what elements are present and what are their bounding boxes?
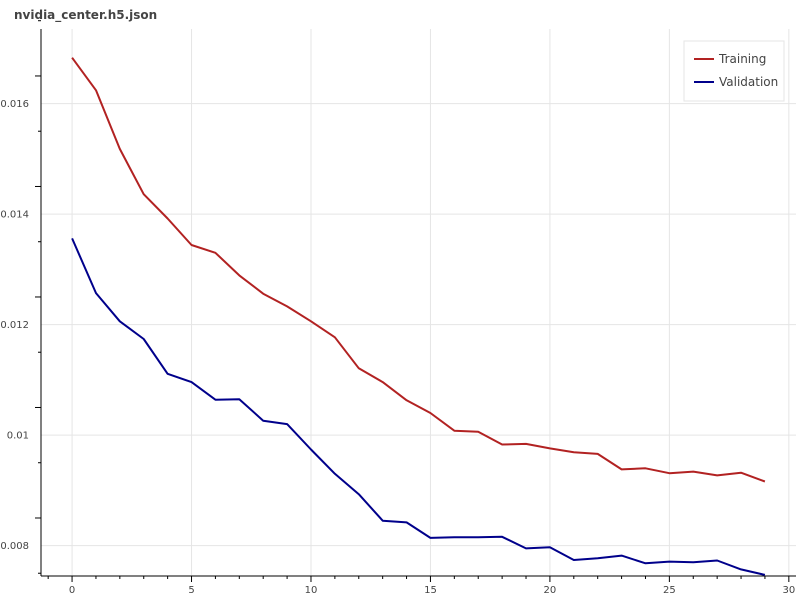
chart-title: nvidia_center.h5.json — [14, 8, 158, 22]
series-line-validation — [71, 237, 766, 576]
x-tick-label: 20 — [544, 585, 557, 596]
grid — [41, 29, 796, 576]
y-tick-label: 0.014 — [0, 210, 29, 221]
legend-box — [683, 40, 785, 102]
x-tick-label: 15 — [424, 585, 437, 596]
series-line-training — [71, 57, 766, 483]
y-tick-label: 0.012 — [0, 320, 29, 331]
x-tick-label: 30 — [782, 585, 795, 596]
x-tick-label: 0 — [69, 585, 75, 596]
series-lines — [71, 57, 766, 576]
legend-label-validation: Validation — [719, 75, 778, 89]
y-tick-label: 0.016 — [0, 99, 29, 110]
x-tick-label: 5 — [188, 585, 194, 596]
legend: Training Validation — [683, 40, 785, 102]
x-tick-label: 25 — [663, 585, 676, 596]
y-tick-label: 0.008 — [0, 541, 29, 552]
x-tick-label: 10 — [305, 585, 318, 596]
y-tick-label: 0.01 — [7, 431, 29, 442]
axes: 0 5 10 15 20 25 30 0.008 0.01 0.012 0.014 0.016 — [0, 20, 796, 596]
legend-label-training: Training — [718, 52, 766, 66]
